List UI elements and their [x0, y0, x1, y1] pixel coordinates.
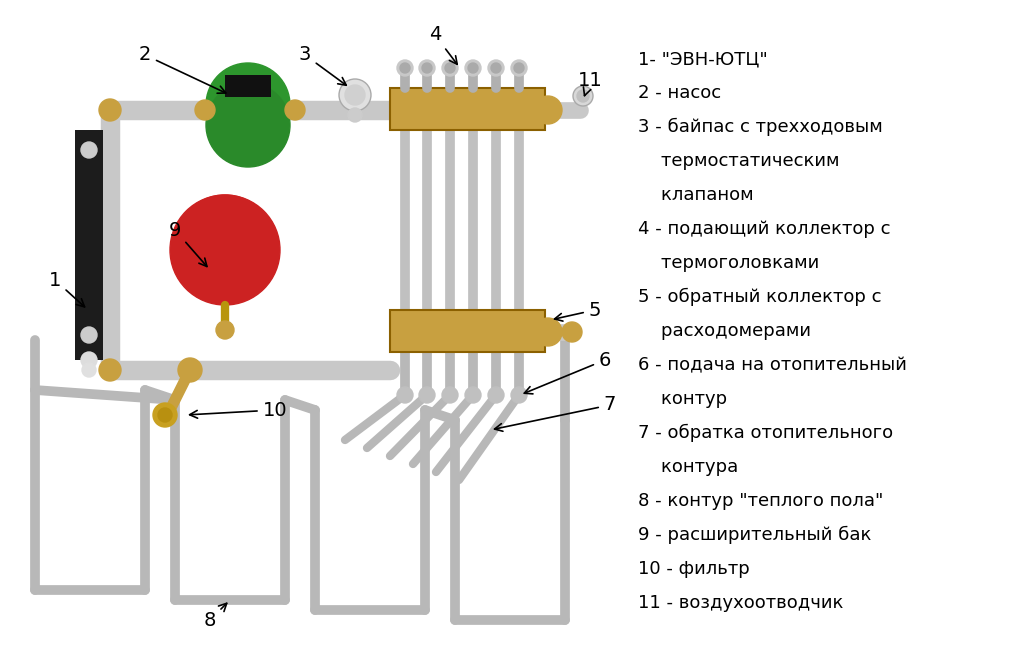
- Text: 5: 5: [555, 301, 601, 321]
- Text: контура: контура: [638, 458, 738, 476]
- Text: 10: 10: [189, 401, 288, 420]
- Circle shape: [99, 359, 121, 381]
- Circle shape: [99, 99, 121, 121]
- Circle shape: [195, 100, 215, 120]
- Circle shape: [442, 60, 458, 76]
- Circle shape: [397, 387, 413, 403]
- Circle shape: [577, 90, 589, 102]
- Bar: [390, 310, 545, 352]
- Text: 7 - обратка отопительного: 7 - обратка отопительного: [638, 424, 893, 442]
- Circle shape: [175, 195, 275, 295]
- Text: 4 - подающий коллектор с: 4 - подающий коллектор с: [638, 220, 891, 238]
- Text: клапаном: клапаном: [638, 186, 754, 204]
- Text: 7: 7: [495, 395, 616, 431]
- Text: 3 - байпас с трехходовым: 3 - байпас с трехходовым: [638, 118, 883, 136]
- Circle shape: [400, 63, 410, 73]
- Circle shape: [514, 63, 524, 73]
- Circle shape: [285, 100, 305, 120]
- Text: расходомерами: расходомерами: [638, 322, 811, 340]
- Circle shape: [345, 85, 365, 105]
- Text: 2 - насос: 2 - насос: [638, 84, 721, 102]
- Bar: [75, 130, 103, 360]
- Text: 9 - расширительный бак: 9 - расширительный бак: [638, 526, 871, 544]
- Circle shape: [81, 142, 97, 158]
- Text: 4: 4: [429, 26, 457, 65]
- Circle shape: [348, 108, 362, 122]
- Circle shape: [206, 63, 290, 147]
- Circle shape: [397, 60, 413, 76]
- Circle shape: [419, 60, 435, 76]
- Circle shape: [419, 387, 435, 403]
- Bar: [390, 88, 545, 130]
- Circle shape: [153, 403, 177, 427]
- Circle shape: [158, 408, 172, 422]
- Circle shape: [488, 60, 504, 76]
- Circle shape: [216, 321, 234, 339]
- Text: 11 - воздухоотводчик: 11 - воздухоотводчик: [638, 594, 844, 612]
- Circle shape: [511, 60, 527, 76]
- Circle shape: [442, 387, 458, 403]
- Circle shape: [562, 322, 582, 342]
- Circle shape: [468, 63, 478, 73]
- Circle shape: [206, 83, 290, 167]
- Circle shape: [534, 96, 562, 124]
- Text: 3: 3: [299, 45, 346, 85]
- Circle shape: [465, 387, 481, 403]
- Circle shape: [465, 60, 481, 76]
- Text: 6 - подача на отопительный: 6 - подача на отопительный: [638, 356, 907, 374]
- Text: 8 - контур "теплого пола": 8 - контур "теплого пола": [638, 492, 884, 510]
- Text: 8: 8: [204, 603, 226, 629]
- Text: контур: контур: [638, 390, 727, 408]
- Text: 1- "ЭВН-ЮТЦ": 1- "ЭВН-ЮТЦ": [638, 50, 768, 68]
- Circle shape: [170, 195, 280, 305]
- Circle shape: [81, 352, 97, 368]
- Text: 11: 11: [578, 71, 602, 96]
- Circle shape: [82, 363, 96, 377]
- Text: 10 - фильтр: 10 - фильтр: [638, 560, 750, 578]
- Circle shape: [178, 358, 202, 382]
- Circle shape: [488, 387, 504, 403]
- Text: термостатическим: термостатическим: [638, 152, 840, 170]
- Circle shape: [339, 79, 371, 111]
- Circle shape: [573, 86, 593, 106]
- Text: 5 - обратный коллектор с: 5 - обратный коллектор с: [638, 288, 882, 306]
- Circle shape: [445, 63, 455, 73]
- Text: 1: 1: [49, 270, 85, 307]
- Circle shape: [81, 327, 97, 343]
- Text: 9: 9: [169, 221, 207, 266]
- Circle shape: [422, 63, 432, 73]
- Text: 6: 6: [524, 351, 611, 394]
- Text: 2: 2: [139, 45, 226, 93]
- Text: термоголовками: термоголовками: [638, 254, 819, 272]
- Circle shape: [511, 387, 527, 403]
- Bar: [225, 75, 271, 97]
- Circle shape: [490, 63, 501, 73]
- Circle shape: [534, 318, 562, 346]
